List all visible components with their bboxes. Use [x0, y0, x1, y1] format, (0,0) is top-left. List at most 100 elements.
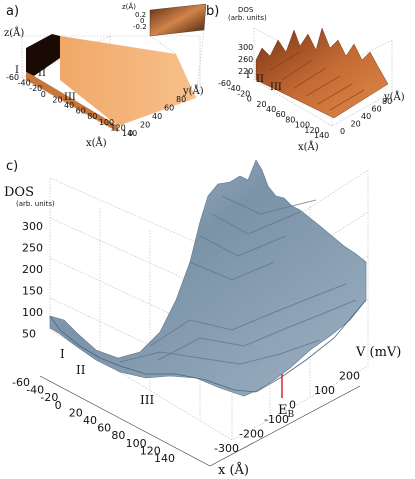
panel-a-letter: a): [6, 4, 19, 19]
panel-b-y-tick: 80: [382, 97, 392, 106]
panel-c-v-axis: [209, 385, 361, 467]
panel-c-x-tick: 100: [126, 437, 147, 450]
panel-b-x-tick: 40: [266, 105, 276, 114]
panel-c-region-II: II: [76, 363, 86, 377]
panel-a-y-label: y(Å): [182, 85, 204, 97]
panel-b-dos-label: DOS: [238, 6, 254, 14]
panel-a-z-label: z(Å): [4, 27, 24, 39]
panel-b-x-label: x(Å): [298, 141, 319, 153]
panel-a-inset: z(Å) 0.2 0 -0.2: [122, 2, 207, 99]
panel-a-x-label: x(Å): [86, 137, 107, 149]
panel-a-inset-z-label: z(Å): [122, 2, 136, 11]
panel-c-v-tick: 100: [314, 384, 335, 397]
panel-a-inset-tick: 0: [140, 17, 144, 25]
panel-c-dos-label: DOS: [4, 185, 34, 200]
panel-b-x-tick: 20: [256, 100, 266, 109]
panel-a-x-tick: 100: [99, 118, 114, 127]
panel-a-y-tick: 80: [176, 95, 186, 104]
panel-a-inset-tick: -0.2: [133, 23, 147, 31]
panel-b-x-tick: -20: [237, 89, 250, 98]
panel-c-x-tick: -60: [12, 376, 30, 389]
panel-b-y-tick: 60: [372, 105, 382, 114]
panel-c-x-tick: 80: [111, 429, 125, 442]
panel-c-v-tick: -100: [264, 413, 289, 426]
panel-c-z-tick: 200: [22, 263, 43, 276]
panel-b-x-tick: 120: [304, 126, 319, 135]
panel-a-x-tick: 40: [64, 101, 74, 110]
panel-b-x-tick: 80: [285, 115, 295, 124]
panel-c-dos-units: (arb. units): [16, 200, 55, 208]
panel-c-x-tick: 120: [140, 444, 161, 457]
panel-b-y-label: y(Å): [383, 91, 405, 103]
panel-c-eb-label: EB: [278, 403, 295, 420]
panel-c-region-III: III: [140, 393, 154, 407]
panel-c-z-tick: 300: [22, 220, 43, 233]
panel-c-v-tick: -300: [214, 442, 239, 455]
panel-a-y-tick: 40: [152, 112, 162, 121]
panel-c-x-tick: 140: [154, 452, 175, 465]
panel-a-y-tick: 60: [164, 104, 174, 113]
panel-b-region-II: II: [256, 74, 264, 85]
panel-c-x-label: x (Å): [218, 462, 249, 478]
panel-c-v-tick: 200: [339, 370, 360, 383]
panel-c-front-edge: [49, 299, 367, 393]
panel-c-x-tick: -40: [26, 384, 44, 397]
panel-b-x-tick: 140: [314, 131, 329, 140]
panel-c-z-tick: 150: [22, 285, 43, 298]
panel-a-y-tick: 20: [140, 121, 150, 130]
panel-b-region-III: III: [270, 82, 282, 93]
panel-c-x-tick: 40: [83, 414, 97, 427]
panel-c-x-tick: 60: [97, 422, 111, 435]
panel-c-x-tick: 0: [55, 399, 62, 412]
panel-b: b) DOS (arb. units) 300 260 220 I II III…: [206, 4, 405, 153]
panel-b-y-tick: 20: [351, 120, 361, 129]
panel-a: a) z(Å) 0.2 0 -0.2 z(Å) I II III y(Å): [4, 2, 207, 149]
panel-a-terrace-front: [26, 72, 118, 132]
panel-c-region-I: I: [60, 347, 65, 361]
panel-a-region-I: I: [15, 65, 19, 76]
panel-b-y-tick: 40: [361, 112, 371, 121]
panel-b-x-tick: -60: [218, 79, 231, 88]
panel-a-region-II: II: [38, 68, 46, 79]
panel-a-region-III: III: [64, 92, 76, 103]
panel-c-x-axis: [39, 375, 211, 467]
panel-b-y-tick: 0: [340, 127, 345, 136]
panel-c-z-tick: 100: [22, 306, 43, 319]
panel-c-v-label: V (mV): [355, 345, 401, 360]
panel-a-x-tick: 60: [76, 107, 86, 116]
panel-b-x-tick: -40: [228, 84, 241, 93]
panel-a-terrace-main: [60, 36, 196, 126]
panel-b-dos-units: (arb. units): [228, 14, 267, 22]
panel-a-x-tick: -20: [29, 84, 42, 93]
panel-c-v-tick: 0: [289, 399, 296, 412]
panel-b-x-tick: 0: [247, 95, 252, 104]
panel-c-z-tick: 50: [22, 328, 36, 341]
panel-c-v-tick: -200: [239, 428, 264, 441]
panel-c-z-tick: 250: [22, 242, 43, 255]
panel-a-x-tick: 80: [87, 112, 97, 121]
panel-a-x-tick: 120: [110, 123, 125, 132]
panel-a-inset-tick: 0.2: [135, 11, 146, 19]
panel-a-x-tick: 0: [41, 90, 46, 99]
panel-a-x-tick: 20: [52, 95, 62, 104]
panel-a-x-tick: 140: [122, 129, 137, 138]
panel-c-letter: c): [6, 159, 18, 174]
panel-a-x-tick: -60: [6, 73, 19, 82]
panel-b-z-tick: 300: [238, 43, 253, 52]
panel-b-region-I: I: [246, 70, 250, 81]
panel-b-x-tick: 100: [295, 121, 310, 130]
panel-b-x-tick: 60: [276, 110, 286, 119]
panel-c-x-tick: 20: [69, 406, 83, 419]
panel-a-terrace-dark: [26, 34, 60, 76]
panel-b-letter: b): [206, 4, 219, 19]
panel-b-z-tick: 220: [238, 67, 253, 76]
panel-b-ridges: [269, 51, 365, 111]
